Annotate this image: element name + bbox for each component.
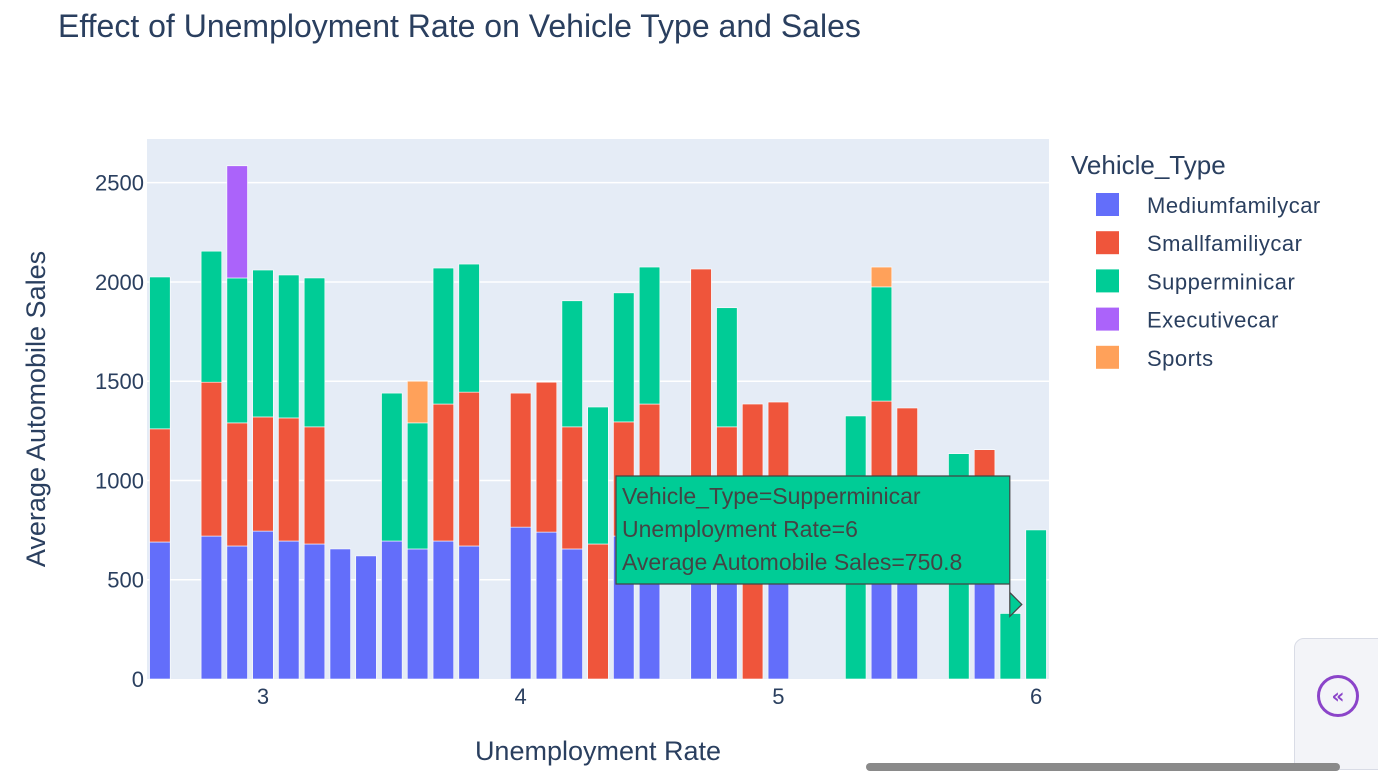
tooltip-line: Vehicle_Type=Supperminicar	[622, 483, 921, 509]
bar-supperminicar[interactable]	[226, 277, 248, 424]
legend-swatch	[1096, 193, 1119, 216]
x-axis-title: Unemployment Rate	[475, 736, 721, 766]
bar-supperminicar[interactable]	[278, 274, 300, 419]
bar-smallfamiliycar[interactable]	[278, 417, 300, 542]
legend-item[interactable]: Smallfamiliycar	[1096, 231, 1302, 256]
legend-label: Smallfamiliycar	[1147, 231, 1302, 256]
bar-mediumfamilycar[interactable]	[381, 540, 403, 680]
legend-label: Mediumfamilycar	[1147, 193, 1321, 218]
legend-swatch	[1096, 345, 1119, 369]
x-tick-labels: 3 4 5 6	[257, 684, 1042, 709]
legend-label: Sports	[1147, 346, 1214, 371]
legend[interactable]: Vehicle_Type Mediumfamilycar Smallfamiliy…	[1071, 150, 1321, 371]
bar-smallfamiliycar[interactable]	[535, 381, 558, 533]
y-tick-labels: 0 500 1000 1500 2000 2500	[95, 171, 144, 692]
bar-smallfamiliycar[interactable]	[587, 543, 609, 680]
bar-supperminicar[interactable]	[200, 250, 223, 383]
hover-tooltip: Vehicle_Type=Supperminicar Unemployment R…	[615, 475, 1023, 618]
legend-item[interactable]: Mediumfamilycar	[1096, 193, 1321, 218]
bar-supperminicar[interactable]	[149, 276, 171, 430]
bar-smallfamiliycar[interactable]	[252, 416, 274, 532]
double-chevron-left-icon[interactable]: «	[1317, 675, 1359, 717]
y-tick-label: 2500	[95, 171, 144, 196]
bar-sports[interactable]	[406, 380, 429, 424]
bar-mediumfamilycar[interactable]	[406, 548, 429, 680]
bar-mediumfamilycar[interactable]	[200, 535, 223, 680]
bar-supperminicar[interactable]	[406, 422, 429, 550]
bar-mediumfamilycar[interactable]	[432, 540, 454, 680]
bar-mediumfamilycar[interactable]	[226, 545, 248, 680]
y-tick-label: 2000	[95, 270, 144, 295]
bar-executivecar[interactable]	[226, 165, 248, 279]
legend-title: Vehicle_Type	[1071, 150, 1226, 180]
y-tick-label: 1000	[95, 468, 144, 493]
bar-supperminicar[interactable]	[252, 269, 274, 418]
bar-mediumfamilycar[interactable]	[252, 530, 274, 680]
bar-mediumfamilycar[interactable]	[149, 541, 171, 680]
legend-label: Executivecar	[1147, 308, 1279, 333]
bar-supperminicar[interactable]	[561, 300, 583, 428]
bar-smallfamiliycar[interactable]	[149, 428, 171, 543]
legend-swatch	[1096, 231, 1119, 255]
legend-swatch	[1096, 307, 1119, 331]
bar-smallfamiliycar[interactable]	[561, 426, 583, 550]
horizontal-scrollbar[interactable]	[866, 763, 1340, 771]
bar-supperminicar[interactable]	[381, 392, 403, 542]
legend-item[interactable]: Sports	[1096, 345, 1214, 371]
chart-title: Effect of Unemployment Rate on Vehicle T…	[58, 8, 861, 44]
legend-label: Supperminicar	[1147, 269, 1295, 294]
bar-sports[interactable]	[870, 266, 893, 288]
legend-item[interactable]: Executivecar	[1096, 307, 1279, 333]
bar-mediumfamilycar[interactable]	[303, 543, 326, 680]
bar-mediumfamilycar[interactable]	[329, 548, 351, 680]
y-axis-title: Average Automobile Sales	[21, 251, 51, 567]
tooltip-line: Unemployment Rate=6	[622, 516, 858, 542]
bar-supperminicar[interactable]	[999, 613, 1021, 680]
tooltip-line: Average Automobile Sales=750.8	[622, 549, 962, 575]
collapse-panel-button[interactable]: «	[1294, 638, 1378, 770]
bar-supperminicar[interactable]	[638, 266, 661, 405]
x-tick-label: 4	[515, 684, 527, 709]
bar-mediumfamilycar[interactable]	[278, 540, 300, 680]
legend-item[interactable]: Supperminicar	[1096, 269, 1295, 294]
bar-supperminicar[interactable]	[458, 263, 480, 393]
y-tick-label: 500	[107, 568, 144, 593]
legend-swatch	[1096, 269, 1119, 293]
y-tick-label: 1500	[95, 369, 144, 394]
bar-smallfamiliycar[interactable]	[226, 422, 248, 547]
bar-mediumfamilycar[interactable]	[510, 526, 532, 680]
bar-smallfamiliycar[interactable]	[200, 381, 223, 537]
bar-smallfamiliycar[interactable]	[432, 403, 454, 542]
bar-mediumfamilycar[interactable]	[561, 548, 583, 680]
bar-smallfamiliycar[interactable]	[510, 392, 532, 528]
x-tick-label: 3	[257, 684, 269, 709]
bar-supperminicar[interactable]	[1025, 529, 1047, 680]
bar-supperminicar[interactable]	[716, 307, 738, 428]
bar-mediumfamilycar[interactable]	[458, 545, 480, 680]
bar-smallfamiliycar[interactable]	[458, 391, 480, 547]
bar-supperminicar[interactable]	[303, 277, 326, 428]
bar-supperminicar[interactable]	[432, 267, 454, 405]
x-tick-label: 6	[1030, 684, 1042, 709]
bar-mediumfamilycar[interactable]	[355, 555, 377, 680]
x-tick-label: 5	[772, 684, 784, 709]
bar-mediumfamilycar[interactable]	[535, 531, 558, 680]
tooltip-box	[615, 475, 1023, 618]
bar-supperminicar[interactable]	[870, 286, 893, 402]
bar-smallfamiliycar[interactable]	[303, 426, 326, 545]
bar-supperminicar[interactable]	[613, 292, 635, 423]
bar-supperminicar[interactable]	[587, 406, 609, 545]
y-tick-label: 0	[132, 667, 144, 692]
